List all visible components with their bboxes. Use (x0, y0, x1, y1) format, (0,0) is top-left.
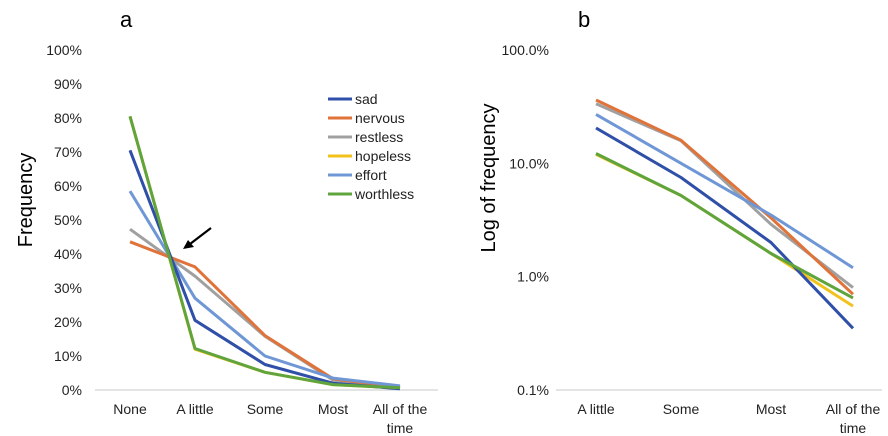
chart-a-legend: sad nervous restless hopeless effort worthles… (328, 91, 414, 202)
chart-b-x-tick-label: Some (663, 401, 700, 417)
chart-b-x-tick-label: A little (577, 401, 615, 417)
chart-a-y-tick-label: 80% (54, 110, 82, 126)
chart-a-series-line-worthless (128, 115, 401, 390)
chart-a-y-axis-label: Frequency (15, 153, 37, 248)
chart-a-x-tick-label: None (113, 401, 147, 417)
chart-a-y-tick-label: 0% (62, 382, 82, 398)
legend-label-effort: effort (355, 167, 387, 183)
chart-a-y-tick-label: 60% (54, 178, 82, 194)
panel-b-letter: b (578, 7, 590, 32)
chart-b-series-line-worthless (595, 152, 854, 300)
chart-b-series-line-sad (595, 126, 855, 330)
chart-a: Frequency 0% 10% 20% 30% 40% 50% 60% 70% 80% 90% 1… (15, 42, 438, 436)
chart-a-x-tick-label: time (387, 420, 414, 436)
legend-label-restless: restless (355, 129, 403, 145)
chart-b-y-tick-label: 1.0% (517, 269, 549, 285)
chart-b-y-axis-label: Log of frequency (478, 104, 500, 253)
chart-a-x-tick-label: All of the (373, 401, 428, 417)
chart-b: Log of frequency 0.1% 1.0% 10.0% 100.0% A li… (478, 42, 882, 436)
chart-b-x-tick-label: Most (756, 401, 786, 417)
chart-a-x-tick-label: A little (176, 401, 214, 417)
chart-a-y-tick-label: 100% (46, 42, 82, 58)
chart-b-y-tick-label: 100.0% (502, 42, 549, 58)
chart-a-y-tick-label: 30% (54, 280, 82, 296)
legend-label-worthless: worthless (354, 186, 414, 202)
chart-a-y-tick-label: 40% (54, 246, 82, 262)
chart-a-x-tick-label: Most (318, 401, 348, 417)
legend-label-hopeless: hopeless (355, 148, 411, 164)
chart-b-series-line-effort (595, 113, 854, 269)
chart-a-y-tick-label: 90% (54, 76, 82, 92)
chart-a-series-line-effort (128, 190, 401, 388)
chart-b-y-tick-label: 0.1% (517, 382, 549, 398)
legend-label-sad: sad (355, 91, 378, 107)
chart-a-y-tick-label: 20% (54, 314, 82, 330)
chart-a-y-tick-label: 70% (54, 144, 82, 160)
chart-b-x-tick-label: time (840, 420, 867, 436)
legend-label-nervous: nervous (355, 110, 405, 126)
chart-a-y-tick-label: 10% (54, 348, 82, 364)
chart-a-x-tick-label: Some (247, 401, 284, 417)
annotation-arrow-icon (183, 227, 212, 249)
chart-b-y-tick-label: 10.0% (509, 155, 549, 171)
chart-b-x-tick-label: All of the (826, 401, 881, 417)
chart-b-series-line-nervous (595, 98, 855, 296)
panel-a-letter: a (120, 7, 133, 32)
chart-a-y-tick-label: 50% (54, 212, 82, 228)
